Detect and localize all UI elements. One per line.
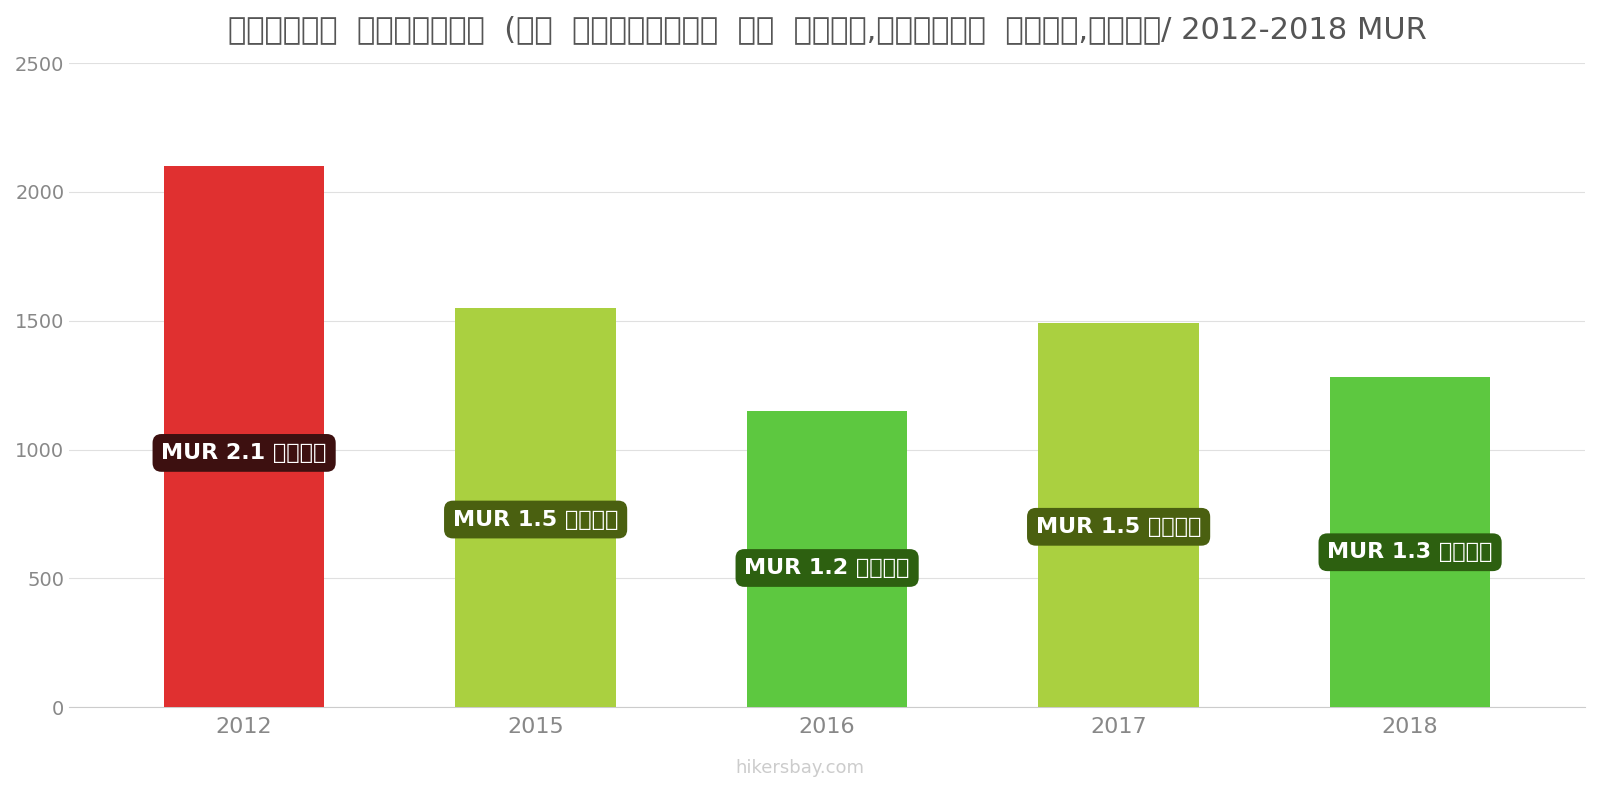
Text: MUR 1.5 हज़ार: MUR 1.5 हज़ार bbox=[453, 510, 618, 530]
Bar bbox=[163, 166, 325, 707]
Bar bbox=[1038, 323, 1198, 707]
Title: मॉरिशस  इंटरनेट  (००  एमबीपीएस  या  अधिक,असीमित  डेटा,केबल/ 2012-2018 MUR: मॉरिशस इंटरनेट (०० एमबीपीएस या अधिक,असीम… bbox=[227, 15, 1427, 44]
Bar bbox=[456, 308, 616, 707]
Text: hikersbay.com: hikersbay.com bbox=[736, 759, 864, 777]
Text: MUR 1.3 हज़ार: MUR 1.3 हज़ार bbox=[1328, 542, 1493, 562]
Bar bbox=[747, 411, 907, 707]
Bar bbox=[1330, 378, 1490, 707]
Text: MUR 1.5 हज़ार: MUR 1.5 हज़ार bbox=[1035, 517, 1202, 537]
Text: MUR 2.1 हज़ार: MUR 2.1 हज़ार bbox=[162, 443, 326, 463]
Text: MUR 1.2 हज़ार: MUR 1.2 हज़ार bbox=[744, 558, 910, 578]
